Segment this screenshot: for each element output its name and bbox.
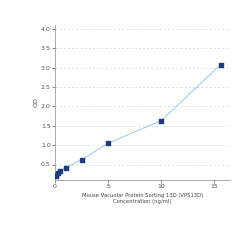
Point xyxy=(64,166,68,170)
Point xyxy=(58,170,62,173)
Point xyxy=(106,141,110,145)
Point xyxy=(159,119,163,123)
Point xyxy=(80,158,84,162)
X-axis label: Mouse Vacuolar Protein Sorting 13D (VPS13D)
Concentration (ng/ml): Mouse Vacuolar Protein Sorting 13D (VPS1… xyxy=(82,193,203,204)
Point xyxy=(219,62,223,66)
Point xyxy=(56,172,60,175)
Y-axis label: OD: OD xyxy=(33,98,38,108)
Point xyxy=(54,173,58,177)
Point xyxy=(54,174,58,178)
